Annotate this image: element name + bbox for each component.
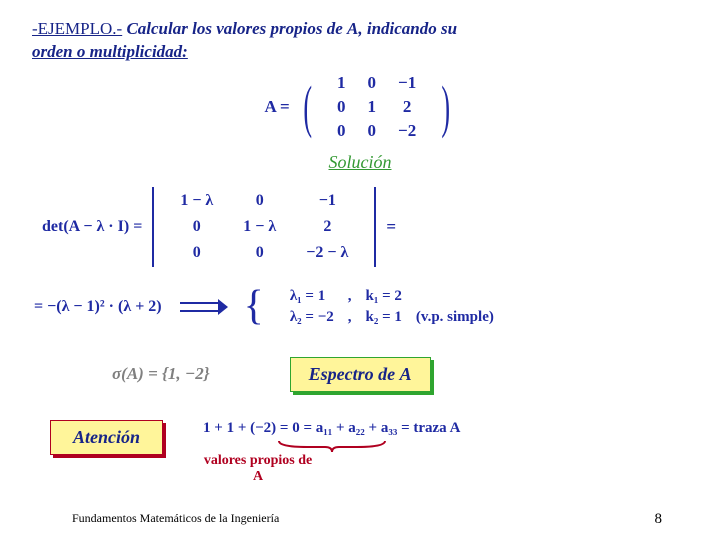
result-row: = −(λ − 1)² · (λ + 2) { λ₁ = 1, k₁ = 2 λ… xyxy=(34,285,688,329)
brace-left: { xyxy=(244,292,264,321)
solucion-heading: Solución xyxy=(32,152,688,173)
vp-underlabel: valores propios de A xyxy=(203,453,313,485)
page-number: 8 xyxy=(655,511,663,528)
prompt-A: A xyxy=(347,19,358,38)
prompt-text-1: Calcular los valores propios de xyxy=(126,19,342,38)
ejemplo-label: -EJEMPLO.- xyxy=(32,19,122,38)
underbrace-icon xyxy=(203,439,460,453)
prompt: -EJEMPLO.- Calcular los valores propios … xyxy=(32,18,688,64)
slide-content: -EJEMPLO.- Calcular los valores propios … xyxy=(0,0,720,485)
paren-right: ) xyxy=(442,84,451,130)
factored-result: = −(λ − 1)² · (λ + 2) xyxy=(34,298,162,316)
espectro-label: Espectro de xyxy=(309,364,395,384)
trace-equation: 1 + 1 + (−2) = 0 = a₁₁ + a₂₂ + a₃₃ = tra… xyxy=(203,420,460,437)
espectro-box: Espectro de A xyxy=(290,357,431,392)
determinant-row: det(A − λ · I) = 1 − λ0−1 01 − λ2 00−2 −… xyxy=(42,187,688,267)
sigma-expr: σ(A) = {1, −2} xyxy=(112,364,210,384)
matrix-label: A = xyxy=(264,97,289,117)
paren-left: ( xyxy=(303,84,312,130)
footer: Fundamentos Matemáticos de la Ingeniería… xyxy=(0,511,720,528)
atencion-row: Atención 1 + 1 + (−2) = 0 = a₁₁ + a₂₂ + … xyxy=(50,420,688,485)
implies-arrow-icon xyxy=(180,299,226,315)
espectro-A: A xyxy=(400,364,412,384)
det-label: det(A − λ · I) = xyxy=(42,218,142,236)
eigenvalues-table: λ₁ = 1, k₁ = 2 λ₂ = −2, k₂ = 1 (v.p. sim… xyxy=(282,285,502,329)
spectrum-row: σ(A) = {1, −2} Espectro de A xyxy=(112,357,688,392)
prompt-line2: orden o multiplicidad: xyxy=(32,42,188,61)
det-matrix: 1 − λ0−1 01 − λ2 00−2 − λ xyxy=(164,187,364,267)
matrix-definition: A = ( 10−1 012 00−2 ) xyxy=(32,70,688,144)
matrix-A: 10−1 012 00−2 xyxy=(325,70,428,144)
prompt-text-2: , indicando su xyxy=(358,19,457,38)
footer-left: Fundamentos Matemáticos de la Ingeniería xyxy=(72,511,279,528)
det-trail: = xyxy=(386,217,396,237)
atencion-box: Atención xyxy=(50,420,163,455)
trace-block: 1 + 1 + (−2) = 0 = a₁₁ + a₂₂ + a₃₃ = tra… xyxy=(203,420,460,485)
det-bar-right xyxy=(374,187,376,267)
det-bar-left xyxy=(152,187,154,267)
